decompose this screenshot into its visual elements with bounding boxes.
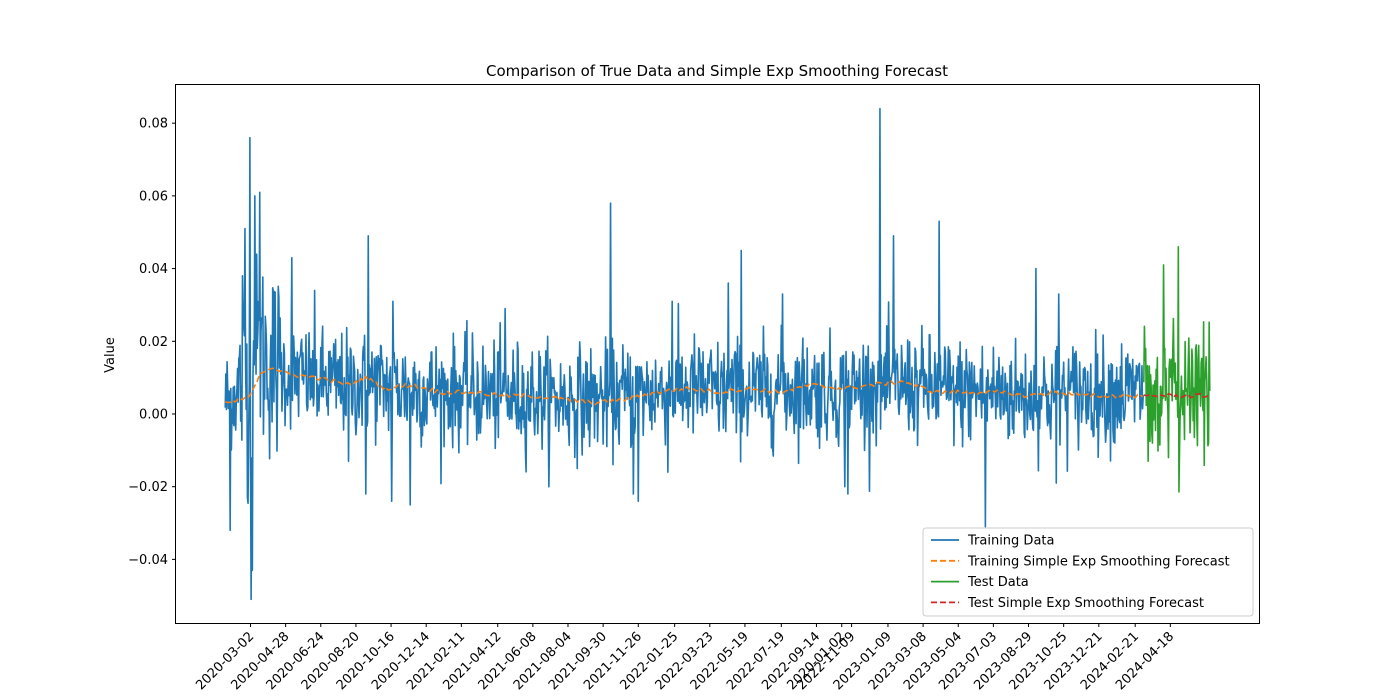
series-line-2: [1143, 245, 1211, 493]
legend-box: [922, 527, 1254, 617]
y-tick-label: 0.04: [139, 262, 168, 277]
legend-entry-label: Training Simple Exp Smoothing Forecast: [967, 554, 1230, 569]
plot-frame: [175, 84, 1260, 624]
chart-title: Comparison of True Data and Simple Exp S…: [486, 62, 948, 80]
plot-layer: [224, 107, 1211, 601]
legend-entry-label: Training Data: [967, 534, 1054, 549]
legend-entry-label: Test Data: [967, 575, 1029, 590]
legend-entry-label: Test Simple Exp Smoothing Forecast: [967, 596, 1204, 611]
y-axis: −0.04 −0.02 0.00 0.02 0.04 0.06 0.08: [128, 117, 176, 568]
y-tick-label: −0.04: [128, 553, 168, 568]
y-tick-label: 0.08: [139, 117, 168, 132]
y-tick-label: −0.02: [128, 480, 168, 495]
series-line-0: [224, 107, 1144, 601]
series-line-1: [224, 367, 1144, 406]
y-tick-label: 0.02: [139, 335, 168, 350]
y-tick-label: 0.06: [139, 189, 168, 204]
y-axis-label: Value: [103, 337, 118, 373]
series-line-3: [1143, 392, 1209, 399]
legend: Training Data Training Simple Exp Smoothi…: [922, 527, 1254, 617]
y-tick-label: 0.00: [139, 407, 168, 422]
